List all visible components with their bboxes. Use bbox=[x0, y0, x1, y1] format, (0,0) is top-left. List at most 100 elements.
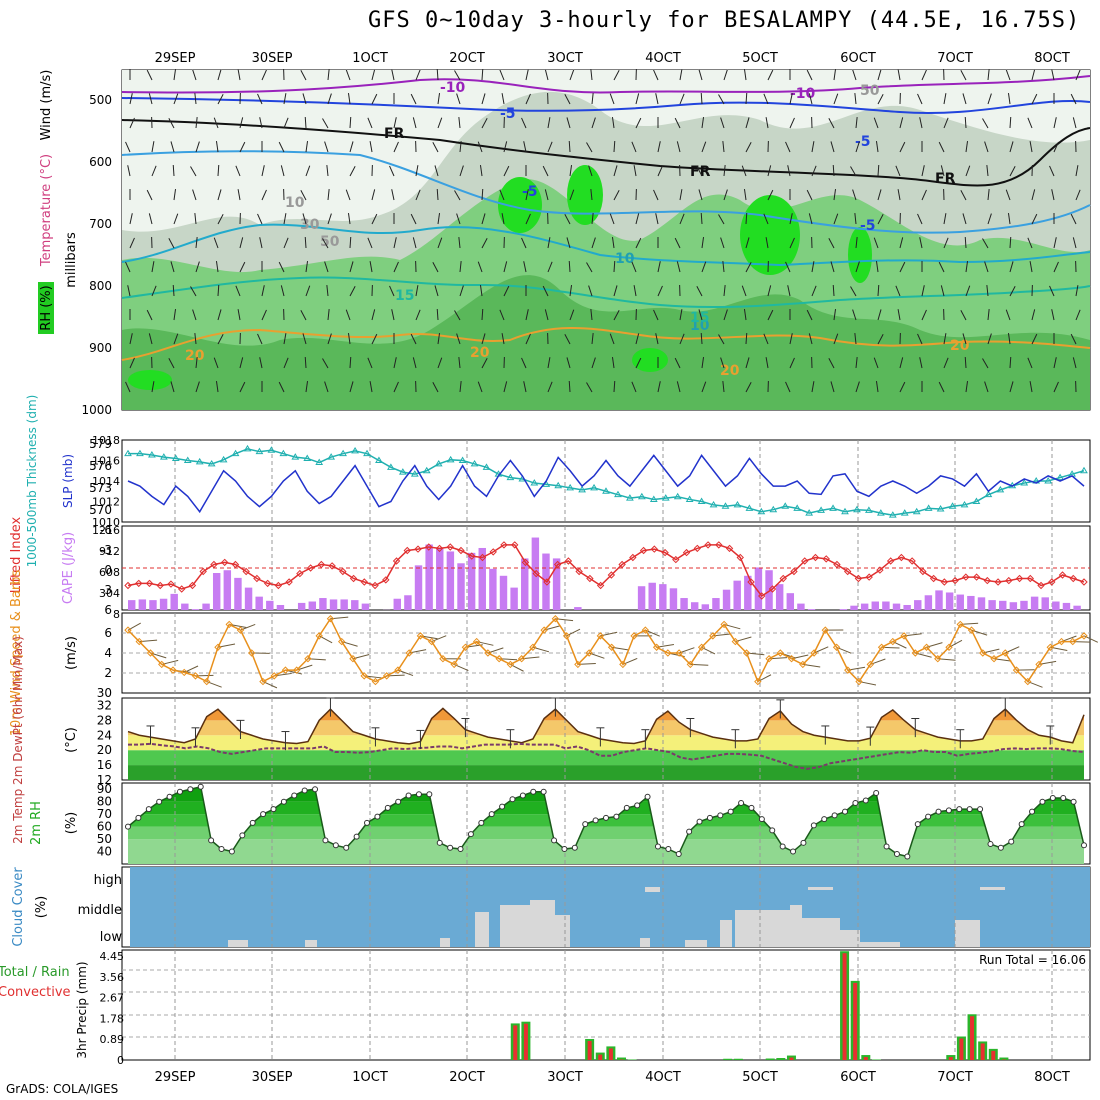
wind-barb bbox=[283, 117, 289, 129]
wind-barb bbox=[674, 237, 681, 249]
wind-speed-line-point bbox=[742, 649, 751, 657]
wind-barb bbox=[170, 261, 175, 273]
wind-barb bbox=[412, 237, 417, 249]
wind-barb bbox=[521, 117, 527, 129]
cloud-block bbox=[685, 940, 707, 947]
wind-barb bbox=[459, 165, 464, 177]
wind-barb bbox=[544, 309, 549, 321]
wind-barb bbox=[503, 141, 508, 153]
precip-tick-label: 3.56 bbox=[100, 971, 125, 984]
rh-line-point bbox=[675, 851, 682, 858]
wind-barb bbox=[785, 141, 791, 153]
thickness-line-point bbox=[685, 495, 694, 502]
wind-barb bbox=[283, 93, 287, 105]
wind-barb bbox=[635, 213, 640, 225]
wind-barb bbox=[811, 141, 815, 153]
wind-barb bbox=[349, 381, 354, 393]
wind-barb bbox=[586, 142, 593, 153]
wind-barb bbox=[547, 381, 553, 393]
rh-shading-90 bbox=[567, 165, 603, 225]
wind-barb bbox=[1009, 116, 1012, 129]
cape-bar bbox=[1020, 600, 1028, 610]
cape-bar bbox=[892, 603, 901, 610]
wind-barb bbox=[763, 93, 769, 105]
rh-line-point bbox=[488, 811, 495, 818]
wind-barb bbox=[875, 141, 879, 153]
chart-title: GFS 0~10day 3-hourly for BESALAMPY (44.5… bbox=[368, 8, 1081, 33]
rh-line-point bbox=[530, 788, 537, 795]
wind-barb bbox=[481, 93, 486, 105]
date-label-top: 1OCT bbox=[352, 51, 388, 66]
wind-barb bbox=[984, 261, 989, 273]
rh-line-point bbox=[945, 807, 952, 814]
lifted-index-line-point bbox=[962, 573, 970, 581]
wind-barb bbox=[855, 141, 860, 153]
cape-bar bbox=[234, 577, 242, 610]
wind-barb bbox=[151, 141, 155, 153]
wind-speed-line-point bbox=[405, 649, 413, 657]
rh-line-point bbox=[758, 816, 765, 823]
wind-barb bbox=[986, 285, 989, 297]
wind-barb bbox=[745, 237, 750, 249]
rh-shading-90 bbox=[848, 227, 872, 283]
thickness-line-point bbox=[1044, 477, 1053, 484]
lifted-index-line-point bbox=[865, 573, 873, 581]
wind-barb bbox=[129, 357, 135, 369]
wind-barb bbox=[698, 189, 703, 201]
precip-total-bar bbox=[999, 1057, 1009, 1060]
lifted-index-line-point bbox=[682, 548, 691, 557]
wind-speed-line-point bbox=[877, 643, 886, 651]
wind-barb bbox=[369, 141, 373, 153]
wind-barb bbox=[523, 381, 527, 393]
thickness-line-point bbox=[554, 481, 563, 489]
wind-barb bbox=[1031, 69, 1036, 81]
wind-barb bbox=[897, 309, 901, 321]
thickness-line-point bbox=[769, 505, 778, 513]
precip-convective-legend: Convective bbox=[0, 985, 71, 1000]
wind-barb bbox=[261, 189, 267, 201]
wind-speed-line bbox=[127, 617, 1085, 684]
thickness-line-point bbox=[948, 502, 957, 509]
wind-barb bbox=[195, 141, 200, 153]
wind-barb bbox=[542, 285, 549, 297]
cloud-block bbox=[790, 905, 802, 947]
slp-line bbox=[127, 454, 1085, 514]
wind-barb bbox=[962, 213, 967, 225]
wind-barb bbox=[854, 213, 857, 225]
lifted-index-line-point bbox=[575, 567, 583, 576]
wind-barb bbox=[965, 141, 969, 153]
wind-barb bbox=[148, 213, 153, 225]
wind-barb bbox=[544, 189, 549, 201]
wind-speed-line-point bbox=[1035, 660, 1043, 669]
wind-barb bbox=[631, 381, 637, 393]
thickness-line-point bbox=[912, 507, 921, 515]
date-label-bottom: 8OCT bbox=[1034, 1070, 1070, 1085]
wind-barb bbox=[305, 285, 311, 297]
wind-barb bbox=[215, 381, 219, 393]
wind-barb bbox=[217, 94, 224, 105]
wind-barb bbox=[415, 309, 421, 321]
wind-barb bbox=[304, 236, 307, 249]
thickness-line-point bbox=[458, 456, 467, 463]
wind-barb bbox=[566, 357, 571, 369]
wind-barb bbox=[987, 189, 990, 201]
wind-barb bbox=[877, 334, 884, 345]
lifted-index-line-point bbox=[231, 560, 240, 569]
wind-barb bbox=[523, 141, 527, 153]
wind-barb bbox=[213, 237, 219, 249]
cape-bar bbox=[935, 590, 943, 610]
thickness-line-point bbox=[1080, 466, 1088, 474]
thickness-line-point bbox=[148, 451, 156, 458]
wind-barb bbox=[454, 70, 461, 81]
wind-barb bbox=[919, 117, 923, 129]
lifted-index-line-point bbox=[532, 569, 540, 578]
wind-barb bbox=[676, 381, 681, 393]
lifted-index-line-point bbox=[1005, 576, 1013, 585]
rh-line-point bbox=[748, 804, 755, 811]
rh-band bbox=[128, 839, 1084, 864]
wind-barb bbox=[195, 117, 198, 129]
wind-barb bbox=[283, 237, 289, 249]
wind-barb bbox=[459, 285, 464, 297]
wind-barb bbox=[811, 285, 817, 297]
wind-barb bbox=[633, 165, 637, 177]
